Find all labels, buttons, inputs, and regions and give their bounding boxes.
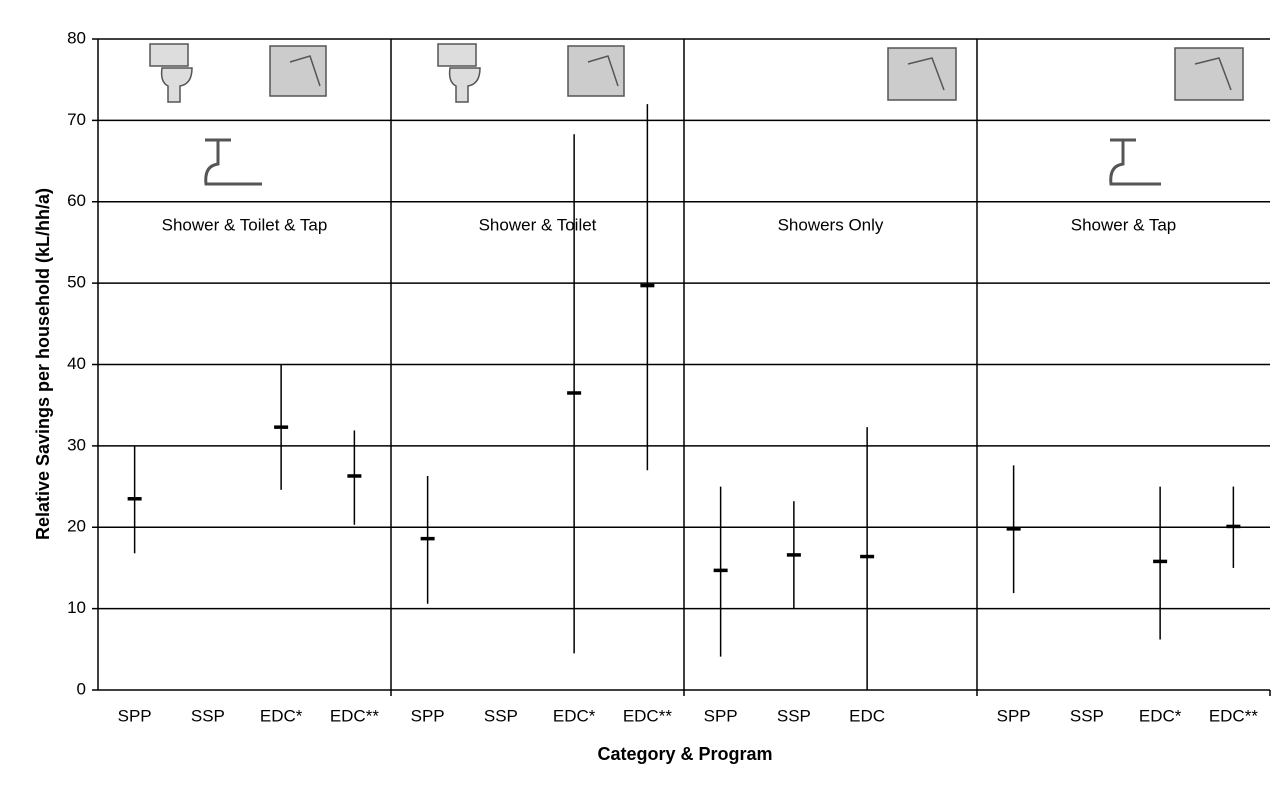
x-tick-label: EDC** — [623, 706, 673, 725]
group-label: Shower & Tap — [1071, 215, 1177, 234]
y-tick-label: 80 — [67, 28, 86, 47]
chart: Category & Program Relative Savings per … — [0, 0, 1282, 785]
x-tick-label: SSP — [1070, 706, 1104, 725]
group-label: Showers Only — [778, 215, 884, 234]
icons — [150, 44, 1243, 184]
x-tick-label: SSP — [777, 706, 811, 725]
x-tick-label: EDC* — [1139, 706, 1182, 725]
group-label: Shower & Toilet — [479, 215, 597, 234]
x-tick-label: EDC* — [260, 706, 303, 725]
group-label: Shower & Toilet & Tap — [162, 215, 328, 234]
x-tick-label: EDC** — [1209, 706, 1259, 725]
y-tick-label: 40 — [67, 354, 86, 373]
toilet-icon — [438, 44, 480, 102]
y-tick-label: 60 — [67, 191, 86, 210]
y-tick-label: 10 — [67, 598, 86, 617]
y-tick-label: 30 — [67, 435, 86, 454]
x-tick-label: SPP — [118, 706, 152, 725]
y-tick-label: 0 — [77, 679, 86, 698]
x-tick-label: EDC** — [330, 706, 380, 725]
shower-icon — [270, 46, 326, 96]
tap-icon — [205, 140, 262, 184]
x-tick-label: SPP — [704, 706, 738, 725]
y-axis-title: Relative Savings per household (kL/hh/a) — [33, 188, 53, 540]
x-tick-label: SPP — [411, 706, 445, 725]
shower-icon — [568, 46, 624, 96]
y-tick-label: 20 — [67, 517, 86, 536]
x-tick-label: EDC* — [553, 706, 596, 725]
y-tick-label: 50 — [67, 273, 86, 292]
x-tick-label: EDC — [849, 706, 885, 725]
x-tick-label: SSP — [191, 706, 225, 725]
tap-icon — [1110, 140, 1161, 184]
x-tick-label: SSP — [484, 706, 518, 725]
shower-icon — [1175, 48, 1243, 100]
toilet-icon — [150, 44, 192, 102]
y-tick-label: 70 — [67, 110, 86, 129]
shower-icon — [888, 48, 956, 100]
x-axis-title: Category & Program — [597, 744, 772, 764]
x-tick-label: SPP — [997, 706, 1031, 725]
